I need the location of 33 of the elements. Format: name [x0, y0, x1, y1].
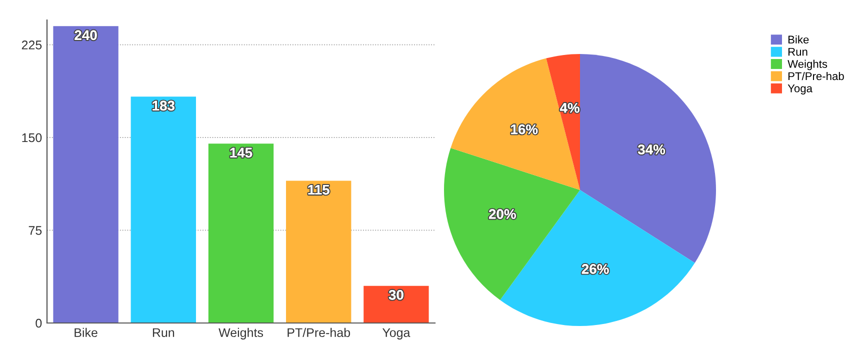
data-label: 20% — [488, 209, 516, 219]
legend-label: Run — [788, 48, 808, 56]
y-tick-label: 225 — [22, 40, 42, 50]
x-tick-label: Bike — [74, 328, 98, 338]
x-tick-label: Weights — [218, 328, 264, 340]
data-label: 34% — [638, 144, 666, 154]
pie-slice — [580, 54, 716, 263]
data-label: 183 — [152, 100, 174, 111]
x-tick-label: Yoga — [382, 328, 410, 340]
y-tick-label: 0 — [36, 318, 42, 328]
bar — [130, 96, 196, 323]
data-label: 26% — [582, 264, 609, 274]
legend-label: Yoga — [788, 84, 812, 94]
bar — [53, 26, 118, 323]
y-tick-label: 75 — [28, 226, 42, 235]
legend-label: PT/Pre-hab — [788, 72, 844, 80]
legend-label: Weights — [788, 60, 828, 70]
bar — [364, 286, 429, 323]
pie-slice — [450, 58, 580, 190]
data-label: 145 — [230, 148, 252, 158]
y-tick-label: 150 — [22, 133, 42, 142]
legend-label: Bike — [788, 35, 809, 44]
bar — [286, 180, 352, 323]
data-label: 16% — [511, 124, 538, 134]
pie-slice — [444, 148, 580, 300]
pie-slice — [546, 54, 580, 190]
x-tick-label: PT/Pre-hab — [288, 328, 350, 338]
bar — [208, 144, 274, 323]
x-tick-label: Run — [152, 328, 174, 338]
data-label: 115 — [308, 184, 330, 195]
data-label: 30 — [388, 290, 404, 300]
data-label: 4% — [560, 102, 580, 113]
data-label: 240 — [74, 30, 97, 40]
